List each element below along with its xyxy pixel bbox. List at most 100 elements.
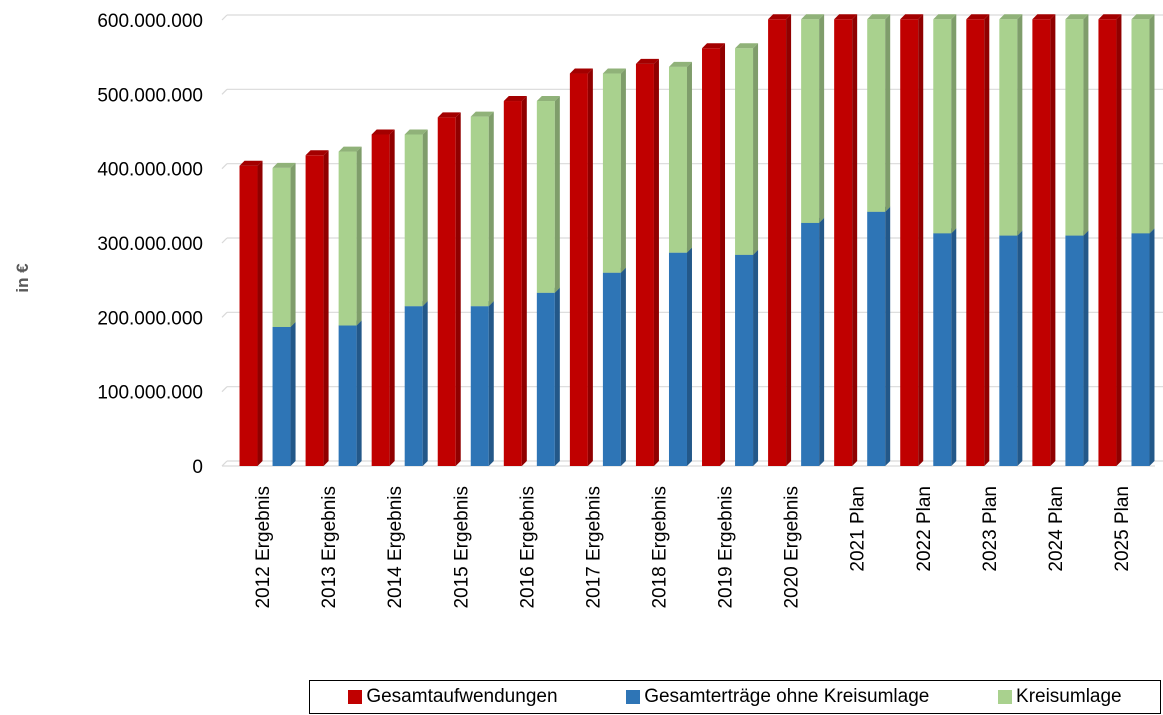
bar-gesamtertr-ge-ohne-kreisumlage-side: [356, 320, 362, 466]
legend-label-kreisumlage: Kreisumlage: [1016, 686, 1122, 707]
bar-gesamtaufwendungen: [569, 73, 588, 467]
bar-gesamtertr-ge-ohne-kreisumlage: [735, 254, 754, 466]
bar-gesamtaufwendungen-side: [587, 68, 593, 467]
bar-gesamtaufwendungen: [305, 155, 324, 466]
bar-kreisumlage-top: [1065, 14, 1089, 20]
gridline-depth: [221, 14, 228, 21]
bar-gesamtaufwendungen-top: [569, 68, 593, 74]
y-tick-label: 0: [192, 457, 203, 478]
bar-gesamtaufwendungen-top: [834, 14, 858, 20]
gridline-depth: [221, 88, 228, 95]
legend-label-gesamtaufwendungen: Gesamtaufwendungen: [366, 686, 558, 707]
bar-gesamtaufwendungen: [702, 48, 721, 466]
bar-kreisumlage-side: [1017, 14, 1023, 236]
bar-gesamtertr-ge-ohne-kreisumlage-side: [554, 287, 560, 466]
bar-gesamtaufwendungen-side: [786, 14, 792, 467]
bar-gesamtaufwendungen-top: [503, 96, 527, 102]
bar-gesamtaufwendungen-side: [389, 129, 395, 466]
bar-gesamtertr-ge-ohne-kreisumlage: [1131, 233, 1150, 466]
bar-kreisumlage: [735, 48, 754, 255]
bar-gesamtaufwendungen-top: [1032, 14, 1056, 20]
bar-kreisumlage-side: [356, 146, 362, 326]
bar-gesamtaufwendungen-top: [635, 58, 659, 64]
x-tick-label: 2012 Ergebnis: [253, 486, 274, 609]
chart: 0 100.000.000 200.000.000 300.000.000 400.00…: [97, 11, 1163, 609]
bar-gesamtertr-ge-ohne-kreisumlage-side: [1149, 228, 1155, 466]
x-tick-label: 2023 Plan: [980, 486, 1001, 572]
bar-kreisumlage: [668, 66, 687, 253]
legend-item-gesamtaufwendungen: Gesamtaufwendungen: [348, 686, 558, 708]
bar-kreisumlage-top: [801, 14, 825, 20]
bar-kreisumlage: [602, 73, 621, 273]
bar-kreisumlage: [470, 116, 489, 307]
bar-kreisumlage-side: [951, 14, 957, 234]
bar-gesamtertr-ge-ohne-kreisumlage: [999, 235, 1018, 466]
bar-kreisumlage-top: [602, 68, 626, 74]
bar-gesamtertr-ge-ohne-kreisumlage: [272, 326, 291, 466]
gridline-depth: [221, 386, 228, 393]
bar-gesamtaufwendungen: [503, 101, 522, 467]
gridline-depth: [221, 311, 228, 318]
legend-swatch-kreisumlage: [998, 690, 1013, 704]
bar-gesamtertr-ge-ohne-kreisumlage: [1065, 235, 1084, 466]
bar-gesamtaufwendungen-top: [305, 150, 329, 156]
bar-gesamtaufwendungen-top: [702, 43, 726, 49]
bar-gesamtaufwendungen-side: [852, 14, 858, 467]
x-tick-label: 2014 Ergebnis: [385, 486, 406, 609]
bar-gesamtaufwendungen-side: [323, 150, 329, 466]
bar-gesamtertr-ge-ohne-kreisumlage: [404, 306, 423, 466]
y-tick-label: 600.000.000: [97, 11, 203, 32]
bar-gesamtaufwendungen-side: [521, 96, 527, 467]
bar-gesamtaufwendungen: [239, 165, 258, 466]
y-tick-label: 100.000.000: [97, 383, 203, 404]
bar-gesamtertr-ge-ohne-kreisumlage: [602, 272, 621, 466]
bar-gesamtaufwendungen: [1032, 19, 1051, 467]
bar-kreisumlage-side: [488, 111, 494, 307]
legend: Gesamtaufwendungen Gesamterträge ohne Kr…: [309, 680, 1161, 714]
gridline-depth: [221, 163, 228, 170]
bar-gesamtaufwendungen: [834, 19, 853, 467]
bar-gesamtertr-ge-ohne-kreisumlage: [536, 292, 555, 466]
legend-item-kreisumlage: Kreisumlage: [998, 686, 1122, 708]
bar-gesamtaufwendungen-side: [918, 14, 924, 467]
bar-kreisumlage-top: [536, 96, 560, 102]
bar-gesamtaufwendungen-side: [455, 112, 461, 467]
bar-kreisumlage-side: [554, 96, 560, 293]
bar-gesamtaufwendungen-top: [371, 129, 395, 135]
bar-gesamtertr-ge-ohne-kreisumlage-side: [951, 228, 957, 466]
bar-gesamtaufwendungen: [635, 63, 654, 467]
bar-gesamtertr-ge-ohne-kreisumlage-side: [819, 217, 825, 466]
bar-gesamtaufwendungen-top: [239, 160, 263, 166]
bar-gesamtaufwendungen-side: [720, 43, 726, 466]
bar-gesamtertr-ge-ohne-kreisumlage-side: [753, 249, 759, 466]
y-tick-label: 300.000.000: [97, 234, 203, 255]
legend-item-gesamtertraege: Gesamterträge ohne Kreisumlage: [626, 686, 929, 708]
bar-kreisumlage-top: [470, 111, 494, 117]
legend-label-gesamtertraege: Gesamterträge ohne Kreisumlage: [644, 686, 930, 707]
x-tick-label: 2022 Plan: [914, 486, 935, 572]
bar-gesamtaufwendungen-top: [966, 14, 990, 20]
bar-gesamtaufwendungen: [966, 19, 985, 467]
y-tick-label: 400.000.000: [97, 160, 203, 181]
bar-kreisumlage-side: [686, 61, 692, 253]
bar-kreisumlage: [999, 19, 1018, 236]
bar-gesamtaufwendungen: [1098, 19, 1117, 467]
bar-gesamtertr-ge-ohne-kreisumlage: [867, 211, 886, 466]
x-tick-label: 2013 Ergebnis: [319, 486, 340, 609]
bar-gesamtertr-ge-ohne-kreisumlage-side: [1017, 230, 1023, 466]
bar-kreisumlage: [801, 19, 820, 223]
bar-kreisumlage-top: [338, 146, 362, 152]
bar-gesamtaufwendungen-side: [1116, 14, 1122, 467]
bar-kreisumlage-side: [290, 162, 296, 327]
bar-gesamtaufwendungen-side: [984, 14, 990, 467]
y-axis-label: in €: [13, 263, 32, 293]
bar-kreisumlage-side: [753, 43, 759, 255]
gridline-depth: [221, 237, 228, 244]
bar-kreisumlage-top: [867, 14, 891, 20]
bar-kreisumlage: [338, 151, 357, 326]
bar-kreisumlage: [404, 134, 423, 307]
x-tick-label: 2019 Ergebnis: [716, 486, 737, 609]
bar-gesamtaufwendungen: [900, 19, 919, 467]
bar-kreisumlage-top: [1131, 14, 1155, 20]
x-tick-label: 2018 Ergebnis: [649, 486, 670, 609]
